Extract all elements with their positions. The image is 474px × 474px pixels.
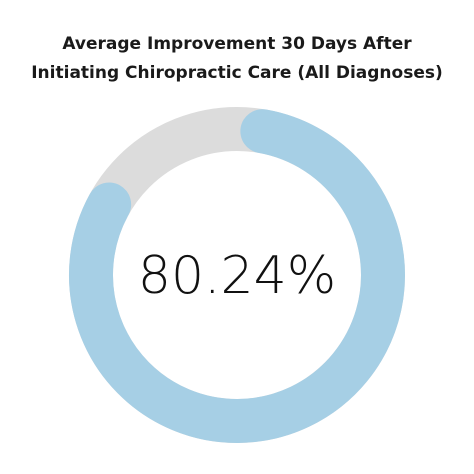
chart-title: Average Improvement 30 Days After Initia… bbox=[0, 30, 474, 88]
center-value-label: 80.24% bbox=[137, 246, 337, 306]
chart-title-line-2: Initiating Chiropractic Care (All Diagno… bbox=[31, 63, 443, 83]
chart-title-line-1: Average Improvement 30 Days After bbox=[62, 34, 412, 54]
donut-value-arc bbox=[69, 109, 405, 443]
